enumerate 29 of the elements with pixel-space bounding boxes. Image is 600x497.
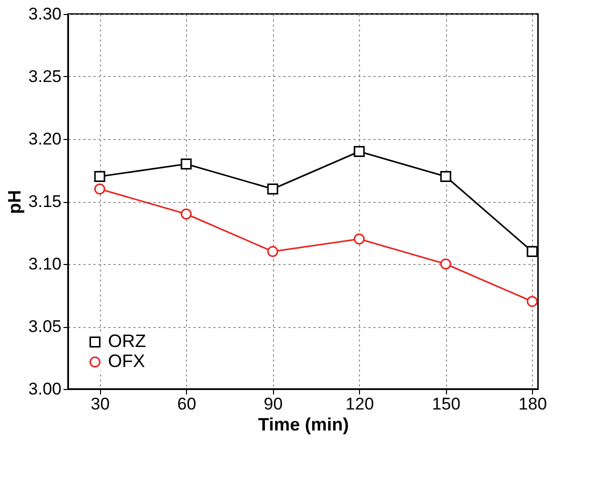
x-tick-label: 150 [432,394,460,414]
x-tick-label: 180 [518,394,547,414]
x-tick-label: 120 [346,394,374,414]
point [354,146,365,157]
point [267,246,278,257]
point [267,184,278,194]
y-tick-label: 3.15 [28,192,62,211]
point [526,296,538,307]
y-tick-label: 3.00 [28,380,62,398]
point [526,246,538,257]
point [440,258,452,270]
point [180,208,192,220]
y-tick-label: 3.25 [28,67,62,86]
y-tick-label: 3.20 [28,130,62,148]
y-tick-label: 3.10 [28,254,62,274]
y-axis-title: pH [4,190,24,214]
legend-label: ORZ [108,331,146,351]
point [354,234,365,244]
x-axis-title: Time (min) [258,414,349,434]
x-tick-label: 30 [90,394,110,414]
y-tick-label: 3.05 [28,317,62,336]
point [94,184,106,194]
x-tick-label: 60 [177,394,196,414]
x-tick-label: 90 [264,394,283,414]
point [94,171,106,182]
legend-label: OFX [108,351,146,371]
point [180,158,192,170]
y-tick-label: 3.30 [28,4,62,24]
point [440,171,452,182]
